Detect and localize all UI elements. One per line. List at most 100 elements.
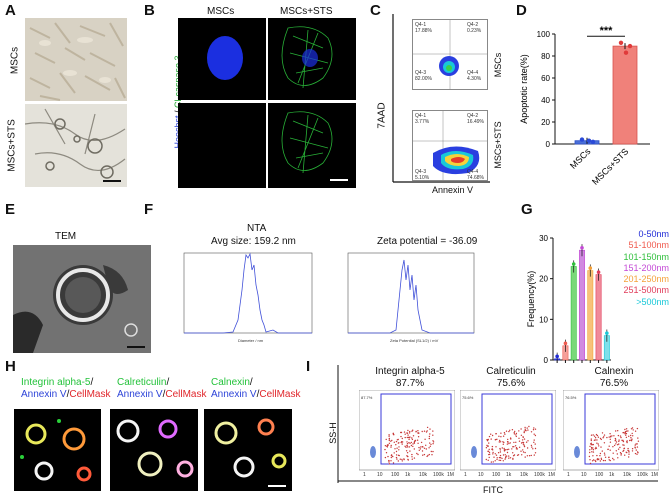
facs-xtick: 1 xyxy=(567,472,570,478)
chart-d-point xyxy=(623,50,629,55)
facs-xtick: 1M xyxy=(548,472,555,478)
facs-title-1: Integrin alpha-5 87.7% xyxy=(375,366,445,389)
brightfield-image-mscs xyxy=(25,18,127,101)
mscs-q2: Q4-2 0.23% xyxy=(467,22,482,34)
chart-g-point xyxy=(571,262,576,266)
confocal-calreticulin xyxy=(110,409,198,491)
chart-g-bar xyxy=(587,270,594,361)
confocal-integrin xyxy=(14,409,101,491)
facs-xtick: 100k xyxy=(637,472,648,478)
mscs-q4: Q4-4 4.30% xyxy=(467,70,482,82)
chart-g-point xyxy=(605,331,609,335)
chart-g-bar xyxy=(579,249,585,361)
panel-letter-f: F xyxy=(144,201,154,218)
mscs-q1: Q4-1 17.88% xyxy=(415,22,432,34)
panel-letter-b: B xyxy=(144,2,155,19)
facs-xtick: 1M xyxy=(651,472,658,478)
panel-e-title: TEM xyxy=(55,231,77,242)
nta-size-plot: Diameter / nm xyxy=(183,252,313,343)
facs-plot-1: 87.7% 1 10 100 1k 10k 100k 1M xyxy=(359,390,455,478)
chart-d-ytick-label: 100 xyxy=(537,30,551,39)
fluorescence-mscs-sts-caspase xyxy=(268,18,356,100)
panel-a-row-label-1: MSCs xyxy=(9,46,21,75)
facs-xtick: 100k xyxy=(433,472,444,478)
chart-d-point xyxy=(579,137,585,142)
svg-text:Diameter / nm: Diameter / nm xyxy=(238,338,264,343)
facs-xtick: 100k xyxy=(534,472,545,478)
size-legend-item: 151-200nm xyxy=(623,262,669,273)
facs-xtick: 10 xyxy=(377,472,383,478)
panel-letter-e: E xyxy=(5,201,16,218)
size-frequency-chart: 0 10 20 30 Frequency(%) xyxy=(526,234,611,365)
facs-xtick: 10 xyxy=(581,472,587,478)
size-legend-item: 0-50nm xyxy=(638,229,669,239)
panel-i-xaxis xyxy=(338,480,658,482)
chart-g-ytick-label: 20 xyxy=(539,275,548,284)
chart-d-ytick-label: 60 xyxy=(541,74,550,83)
panel-f-subtitle: Avg size: 159.2 nm xyxy=(211,236,296,247)
facs-xtick: 1M xyxy=(447,472,454,478)
facs-xtick: 10k xyxy=(520,472,529,478)
chart-d-point xyxy=(586,138,592,143)
panel-c-row-label-1: MSCs xyxy=(493,52,503,78)
panel-f-title: NTA xyxy=(247,223,267,234)
chart-g-ytick-label: 0 xyxy=(544,356,549,365)
chart-d-ytick-label: 20 xyxy=(541,118,550,127)
mscs-sts-q4: Q4-4 74.68% xyxy=(467,169,484,181)
facs-xtick: 100 xyxy=(595,472,604,478)
panel-c-ylabel: 7AAD xyxy=(376,102,388,129)
chart-g-bar xyxy=(595,274,602,361)
panel-b-col-label-2: MSCs+STS xyxy=(280,6,333,17)
chart-d-ylabel: Apoptotic rate(%) xyxy=(519,54,529,124)
facs-xtick: 1 xyxy=(363,472,366,478)
chart-d-point xyxy=(590,139,596,144)
facs-title-2: Calreticulin 75.6% xyxy=(486,366,536,389)
chart-d-xtick-label: MSCs xyxy=(568,146,593,171)
fluorescence-mscs-sts-merge xyxy=(268,103,356,188)
facs-xtick: 100 xyxy=(492,472,501,478)
fluorescence-mscs-empty xyxy=(178,103,266,188)
flow-density-mscs-sts xyxy=(413,111,487,180)
panel-letter-c: C xyxy=(370,2,381,19)
chart-d-ytick-label: 0 xyxy=(546,140,551,149)
apoptotic-rate-chart: 0 20 40 60 80 100 Apoptotic rate(%) MSCsMSCs+ST… xyxy=(519,25,650,187)
panel-a-row-label-2: MSCs+STS xyxy=(6,119,18,172)
facs-title-3: Calnexin 76.5% xyxy=(594,366,634,389)
mscs-q3: Q4-3 82.00% xyxy=(415,70,432,82)
mscs-sts-q3: Q4-3 5.10% xyxy=(415,169,430,181)
chart-g-point xyxy=(596,270,601,274)
facs-xtick: 10k xyxy=(419,472,428,478)
chart-g-point xyxy=(588,266,593,270)
size-legend: 0-50nm 51-100nm 101-150nm 151-200nm 201-250n… xyxy=(614,229,669,308)
panel-i-axis xyxy=(337,365,339,483)
panel-h-label-2: Calreticulin/Annexin V/CellMask xyxy=(117,377,207,400)
facs-xtick: 100 xyxy=(391,472,400,478)
chart-d-xtick-label: MSCs+STS xyxy=(590,146,630,186)
panel-letter-d: D xyxy=(516,2,527,19)
chart-g-ytick-label: 10 xyxy=(539,315,548,324)
facs-xtick: 1 xyxy=(464,472,467,478)
facs-xtick: 1k xyxy=(609,472,615,478)
mscs-sts-q1: Q4-1 3.77% xyxy=(415,113,430,125)
chart-g-bar xyxy=(570,266,577,361)
facs-gate-label-1: 87.7% xyxy=(361,395,373,400)
panel-letter-h: H xyxy=(5,358,16,375)
facs-gate-label-3: 76.5% xyxy=(565,395,577,400)
flow-density-mscs xyxy=(413,20,487,89)
chart-d-point xyxy=(618,40,624,45)
chart-d-ytick-label: 40 xyxy=(541,96,550,105)
size-legend-item: 101-150nm xyxy=(623,251,669,262)
panel-b-col-label-1: MSCs xyxy=(207,6,235,17)
confocal-calnexin xyxy=(204,409,292,491)
facs-xtick: 1k xyxy=(405,472,411,478)
panel-letter-a: A xyxy=(5,2,16,19)
facs-xtick: 10k xyxy=(623,472,632,478)
chart-g-point xyxy=(580,245,584,250)
chart-g-ylabel: Frequency(%) xyxy=(526,271,536,328)
size-legend-item: 251-500nm xyxy=(623,285,669,296)
panel-c-row-label-2: MSCs+STS xyxy=(493,121,503,169)
brightfield-image-mscs-sts xyxy=(25,104,127,187)
chart-d-point xyxy=(627,43,633,49)
size-legend-item: >500nm xyxy=(636,296,669,307)
zeta-potential-plot: Zeta Potential (SL1/2) / mV xyxy=(347,252,475,343)
